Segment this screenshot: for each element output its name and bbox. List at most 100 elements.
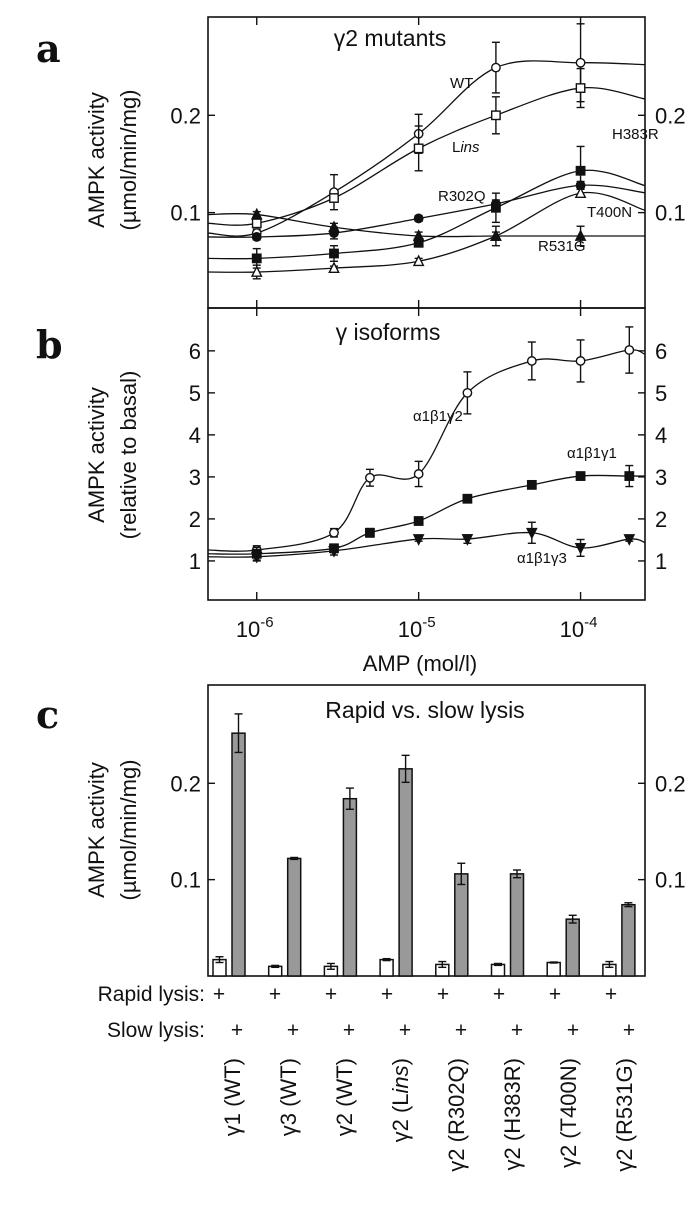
slow-lysis-plus: + xyxy=(567,1019,579,1042)
open-circle-marker xyxy=(365,472,375,483)
filled-square-marker xyxy=(462,493,473,504)
label-part: ins xyxy=(460,139,480,156)
category-label: γ2 (WT) xyxy=(332,1058,357,1136)
fit-curve xyxy=(207,474,645,555)
filled-square-marker xyxy=(365,527,375,538)
filled-triangle-up-marker xyxy=(250,207,263,220)
y-tick-label: 5 xyxy=(189,381,201,406)
filled-circle-marker xyxy=(413,213,424,224)
category-label: γ2 (T400N) xyxy=(556,1058,581,1168)
panel-c: c 0.1 0.1 0.2 0.2 AMPK activity (µmol/min/mg) R… xyxy=(36,684,686,1172)
filled-square-marker xyxy=(526,479,537,490)
y-axis-unit-label: (relative to basal) xyxy=(116,371,141,540)
label-part: γ2 (L xyxy=(388,1093,413,1142)
panel-title: γ2 mutants xyxy=(334,25,447,51)
y-axis-unit-label: (µmol/min/mg) xyxy=(116,759,141,900)
label-part: γ1 (WT) xyxy=(220,1058,245,1136)
y-axis-label: AMPK activity xyxy=(84,387,109,523)
y-tick-label-right: 6 xyxy=(655,339,667,364)
bar xyxy=(621,903,636,977)
series-label: T400N xyxy=(587,204,632,221)
series-lins: Lins xyxy=(207,67,646,229)
bar-series-slow-lysis xyxy=(231,713,636,977)
open-circle-marker xyxy=(575,356,586,366)
slow-lysis-plus: + xyxy=(231,1019,243,1042)
y-tick-label-right: 1 xyxy=(655,549,667,574)
y-tick-label: 0.1 xyxy=(170,201,201,226)
open-square-marker xyxy=(413,143,424,154)
filled-triangle-up-marker xyxy=(412,229,425,241)
filled-triangle-up-marker xyxy=(574,229,587,241)
plot-frame xyxy=(207,684,646,977)
label-part: γ2 (R302Q) xyxy=(444,1058,469,1172)
filled-square-marker xyxy=(251,253,262,264)
bar xyxy=(490,963,506,977)
x-tick-exponent: -5 xyxy=(422,614,435,631)
fit-curve xyxy=(207,349,646,552)
series-label: R302Q xyxy=(438,188,486,205)
filled-square-marker xyxy=(575,471,586,481)
bar xyxy=(342,797,358,977)
bar xyxy=(509,873,525,977)
series-r531g: R531G xyxy=(207,207,645,255)
filled-triangle-up-marker xyxy=(328,220,340,233)
y-tick-label-right: 2 xyxy=(655,507,667,532)
open-circle-marker xyxy=(575,57,586,68)
y-tick-label: 0.2 xyxy=(170,103,201,128)
y-tick-label: 6 xyxy=(189,339,201,364)
x-tick-exponent: -4 xyxy=(584,614,597,631)
filled-triangle-down-marker xyxy=(250,551,263,564)
series-r302q: R302Q xyxy=(207,180,646,242)
filled-circle-marker xyxy=(251,232,262,242)
category-label: γ2 (H383R) xyxy=(500,1058,525,1170)
bar xyxy=(398,768,413,977)
filled-triangle-up-marker xyxy=(490,229,502,241)
open-circle-marker xyxy=(329,527,339,538)
series-label: Lins xyxy=(452,139,480,156)
x-tick-exponent: -6 xyxy=(260,614,273,631)
x-tick-base: 10 xyxy=(236,617,260,642)
bar xyxy=(231,732,246,977)
bar xyxy=(286,857,302,977)
bar xyxy=(454,873,469,977)
label-part: γ2 (T400N) xyxy=(556,1058,581,1168)
open-circle-marker xyxy=(624,345,635,355)
rapid-lysis-row-label: Rapid lysis: xyxy=(98,983,205,1006)
filled-square-marker xyxy=(624,471,635,481)
bar xyxy=(565,918,580,977)
filled-triangle-down-marker xyxy=(328,545,340,558)
slow-lysis-plus: + xyxy=(623,1019,635,1042)
x-tick-label: 10-6 xyxy=(236,614,274,642)
category-label: γ2 (R302Q) xyxy=(444,1058,469,1172)
x-tick-base: 10 xyxy=(560,617,584,642)
y-tick-label-right: 0.2 xyxy=(655,103,686,128)
rapid-lysis-plus: + xyxy=(493,983,505,1006)
rapid-lysis-plus: + xyxy=(213,983,225,1006)
open-square-marker xyxy=(491,110,501,121)
y-tick-label: 0.1 xyxy=(170,868,201,893)
series-label: WT xyxy=(450,75,473,92)
x-axis-label: AMP (mol/l) xyxy=(363,651,478,676)
plot-frame xyxy=(207,307,646,601)
series-α1β1γ3: α1β1γ3 xyxy=(207,521,646,567)
label-part: γ2 (R531G) xyxy=(612,1058,637,1172)
open-triangle-up-marker xyxy=(412,254,425,267)
bar xyxy=(546,961,561,977)
y-tick-label-right: 0.1 xyxy=(655,201,686,226)
rapid-lysis-plus: + xyxy=(269,983,281,1006)
open-triangle-up-marker xyxy=(250,265,263,277)
series-label: α1β1γ3 xyxy=(517,550,567,567)
x-tick-label: 10-4 xyxy=(560,614,598,642)
filled-triangle-down-marker xyxy=(623,534,636,546)
label-part: γ2 (H383R) xyxy=(500,1058,525,1170)
filled-square-marker xyxy=(413,516,424,526)
x-tick-base: 10 xyxy=(398,617,422,642)
category-label: γ3 (WT) xyxy=(276,1058,301,1136)
slow-lysis-plus: + xyxy=(511,1019,523,1042)
y-tick-label: 2 xyxy=(189,507,201,532)
filled-triangle-down-marker xyxy=(461,534,474,546)
y-tick-label-right: 4 xyxy=(655,423,667,448)
category-label: γ1 (WT) xyxy=(220,1058,245,1136)
open-circle-marker xyxy=(413,469,424,479)
y-axis-unit-label: (µmol/min/mg) xyxy=(116,89,141,230)
